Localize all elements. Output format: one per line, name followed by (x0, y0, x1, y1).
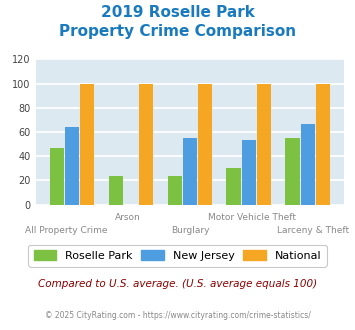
Bar (242, 141, 256, 205)
Bar (65, 127, 79, 205)
Bar (50, 148, 64, 205)
Text: © 2025 CityRating.com - https://www.cityrating.com/crime-statistics/: © 2025 CityRating.com - https://www.city… (45, 311, 310, 320)
Bar (109, 176, 123, 205)
Text: Larceny & Theft: Larceny & Theft (277, 226, 350, 235)
Bar (226, 168, 241, 205)
Bar (257, 83, 271, 205)
Bar (183, 138, 197, 205)
Text: Burglary: Burglary (171, 226, 209, 235)
Legend: Roselle Park, New Jersey, National: Roselle Park, New Jersey, National (28, 245, 327, 267)
Text: Arson: Arson (115, 213, 141, 222)
Bar (285, 138, 300, 205)
Bar (198, 83, 212, 205)
Text: Property Crime Comparison: Property Crime Comparison (59, 24, 296, 39)
Text: Compared to U.S. average. (U.S. average equals 100): Compared to U.S. average. (U.S. average … (38, 279, 317, 289)
Text: All Property Crime: All Property Crime (25, 226, 108, 235)
Bar (168, 176, 182, 205)
Bar (316, 83, 330, 205)
Bar (139, 83, 153, 205)
Text: Motor Vehicle Theft: Motor Vehicle Theft (208, 213, 296, 222)
Bar (80, 83, 94, 205)
Text: 2019 Roselle Park: 2019 Roselle Park (100, 5, 255, 20)
Bar (301, 123, 315, 205)
